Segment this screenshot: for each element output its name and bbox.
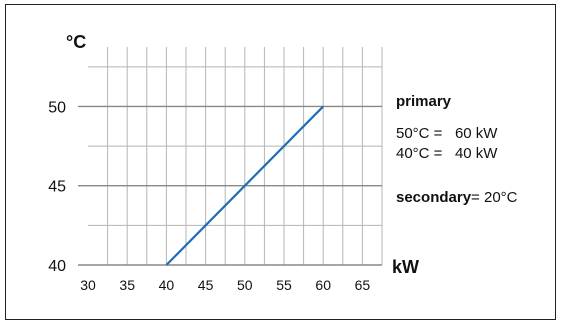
y-axis-label: °C [66, 32, 86, 52]
primary-line-2: 40°C = 40 kW [396, 145, 498, 162]
x-axis-label: kW [392, 257, 419, 277]
primary-label: primary [396, 93, 452, 110]
primary-line-1: 50°C = 60 kW [396, 125, 498, 142]
y-tick-label: 45 [48, 179, 66, 196]
chart-frame [5, 4, 556, 320]
x-tick-label: 55 [276, 277, 292, 293]
x-tick-label: 50 [237, 277, 253, 293]
series-line [165, 105, 324, 266]
x-tick-labels: 30 35 40 45 50 55 60 65 [80, 277, 370, 293]
x-tick-label: 60 [315, 277, 331, 293]
x-tick-label: 35 [119, 277, 135, 293]
x-tick-label: 65 [355, 277, 371, 293]
y-tick-labels: 40 45 50 [48, 99, 66, 275]
series-layer [165, 105, 324, 266]
grid [78, 47, 383, 266]
x-tick-label: 45 [198, 277, 214, 293]
x-tick-label: 40 [159, 277, 175, 293]
y-tick-label: 50 [48, 99, 66, 116]
secondary-annotation: secondary= 20°C [396, 189, 518, 206]
y-tick-label: 40 [48, 258, 66, 275]
secondary-label: secondary [396, 189, 472, 206]
x-tick-label: 30 [80, 277, 96, 293]
secondary-value: = 20°C [471, 189, 518, 206]
